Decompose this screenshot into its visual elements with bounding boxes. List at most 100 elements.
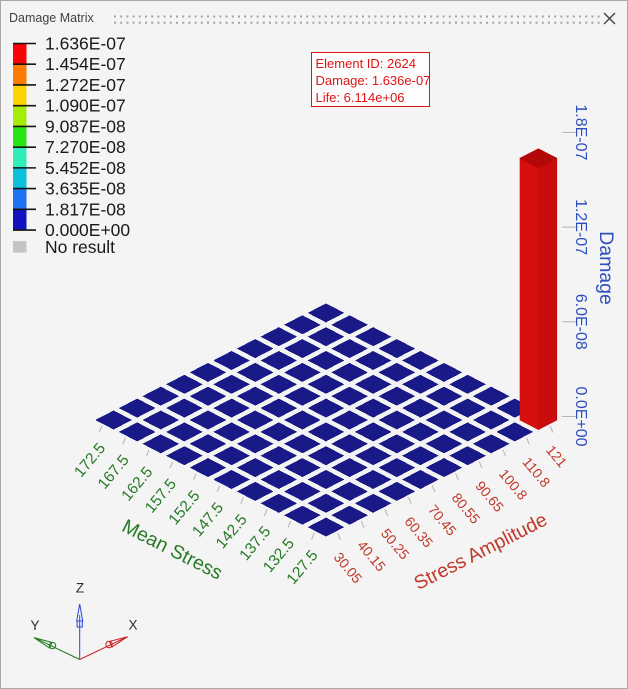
grid-tile bbox=[189, 362, 227, 382]
drag-handle-dot bbox=[523, 15, 526, 18]
drag-handle-dot bbox=[157, 21, 160, 24]
grid-tile bbox=[284, 362, 321, 382]
legend-value-label: 0.000E+00 bbox=[45, 220, 130, 240]
drag-handle-dot bbox=[231, 21, 234, 24]
grid-tile bbox=[260, 493, 298, 513]
drag-handle-dot bbox=[200, 15, 203, 18]
legend-value-label: 9.087E-08 bbox=[45, 116, 126, 136]
x-axis-tick bbox=[169, 461, 174, 469]
drag-handle-dot bbox=[417, 21, 420, 24]
drag-handle-dot bbox=[138, 21, 141, 24]
grid-tile bbox=[425, 410, 463, 430]
z-axis-title: Damage bbox=[595, 231, 617, 305]
drag-handle-dot bbox=[225, 15, 228, 18]
y-axis-tick bbox=[455, 473, 459, 481]
grid-tile bbox=[236, 386, 274, 406]
drag-handle-dot bbox=[151, 15, 154, 18]
grid-tile bbox=[236, 458, 274, 478]
drag-handle-dot bbox=[244, 15, 247, 18]
drag-handle-dot bbox=[529, 21, 532, 24]
drag-handle-dot bbox=[256, 21, 259, 24]
grid-tile bbox=[307, 351, 345, 370]
z-axis-tick-label: 1.2E-07 bbox=[572, 199, 589, 255]
tooltip-life: Life: 6.114e+06 bbox=[315, 90, 405, 106]
drag-handle-dot bbox=[300, 15, 302, 18]
grid-tile bbox=[402, 446, 439, 466]
drag-handle-dot bbox=[467, 15, 470, 18]
drag-handle-dot bbox=[510, 15, 513, 18]
drag-handle-dot bbox=[535, 15, 538, 18]
grid-tile bbox=[331, 339, 368, 359]
legend-no-result-swatch bbox=[13, 241, 27, 253]
x-axis-tick bbox=[287, 520, 292, 528]
grid-tile bbox=[284, 481, 321, 501]
drag-handle-dot bbox=[368, 21, 371, 24]
drag-handle-dot bbox=[405, 21, 408, 24]
drag-handle-dot bbox=[194, 21, 197, 24]
z-axis-tick-label: 6.0E-08 bbox=[572, 294, 589, 350]
drag-handle-dot bbox=[498, 15, 501, 18]
grid-tile bbox=[142, 386, 180, 406]
grid-tile bbox=[307, 517, 345, 537]
grid-tile bbox=[402, 398, 439, 418]
grid-tile bbox=[472, 434, 510, 454]
grid-tile bbox=[166, 446, 203, 466]
grid-tile bbox=[236, 339, 274, 359]
drag-handle-dot bbox=[337, 21, 340, 24]
drag-handle-dot bbox=[523, 21, 526, 24]
drag-handle-dot bbox=[182, 15, 185, 18]
drag-handle-dot bbox=[362, 21, 364, 24]
drag-handle[interactable] bbox=[114, 15, 600, 25]
legend-value-label: 3.635E-08 bbox=[45, 179, 126, 199]
drag-handle-dot bbox=[318, 21, 321, 24]
drag-handle-dot bbox=[343, 15, 346, 18]
x-axis-tick bbox=[98, 425, 103, 433]
drag-handle-dot bbox=[517, 15, 519, 18]
close-icon[interactable] bbox=[601, 9, 621, 29]
legend-value-label: 1.272E-07 bbox=[45, 75, 126, 95]
close-icon-stroke bbox=[603, 12, 616, 25]
drag-handle-dot bbox=[399, 15, 402, 18]
grid-tile bbox=[260, 470, 298, 489]
grid-tile bbox=[402, 351, 439, 370]
y-axis-tick bbox=[478, 461, 483, 469]
drag-handle-dot bbox=[312, 21, 315, 24]
grid-tile bbox=[331, 410, 368, 430]
element-tooltip: Element ID: 2624 Damage: 1.636e-07 Life:… bbox=[311, 52, 430, 107]
drag-handle-dot bbox=[541, 15, 544, 18]
drag-handle-dot bbox=[455, 15, 457, 18]
drag-handle-dot bbox=[448, 15, 451, 18]
y-axis-tick bbox=[408, 497, 412, 505]
drag-handle-dot bbox=[114, 21, 116, 24]
x-axis-tick bbox=[240, 497, 244, 505]
grid-tile bbox=[354, 422, 392, 442]
drag-handle-dot bbox=[535, 21, 538, 24]
y-axis-tick bbox=[360, 520, 365, 528]
damage-bar[interactable] bbox=[519, 148, 558, 431]
drag-handle-dot bbox=[213, 21, 216, 24]
grid-tile bbox=[284, 434, 321, 454]
drag-handle-dot bbox=[349, 21, 352, 24]
drag-handle-dot bbox=[275, 15, 278, 18]
drag-handle-dot bbox=[393, 15, 395, 18]
grid-tile bbox=[213, 374, 250, 394]
drag-handle-dot bbox=[585, 21, 588, 24]
drag-handle-dot bbox=[430, 21, 433, 24]
damage-bar-top-face bbox=[519, 148, 558, 169]
grid-tile bbox=[449, 398, 486, 418]
grid-tile bbox=[307, 422, 345, 442]
drag-handle-dot bbox=[256, 15, 259, 18]
x-axis-tick bbox=[311, 532, 315, 540]
drag-handle-dot bbox=[213, 15, 216, 18]
legend-value-label: 1.636E-07 bbox=[45, 35, 126, 54]
legend-band bbox=[13, 84, 27, 106]
triad-x-axis bbox=[79, 636, 128, 660]
drag-handle-dot bbox=[467, 21, 470, 24]
y-axis-tick bbox=[431, 485, 436, 493]
grid-tile bbox=[118, 422, 156, 442]
grid-tile bbox=[449, 446, 486, 466]
legend-band bbox=[13, 188, 27, 210]
grid-tile bbox=[378, 410, 416, 430]
grid-tile bbox=[378, 339, 416, 359]
